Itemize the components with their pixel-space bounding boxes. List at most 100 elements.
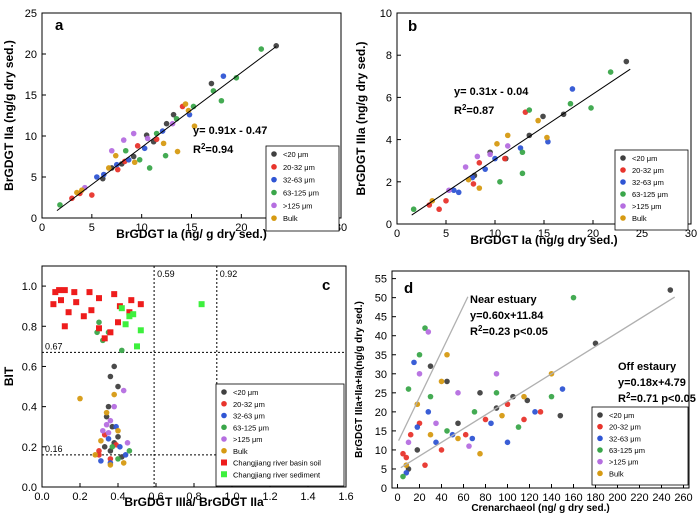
data-point-bulk bbox=[160, 140, 167, 147]
data-point-lt20 bbox=[477, 390, 483, 396]
x-tick-label: 200 bbox=[608, 492, 626, 504]
data-point-bulk bbox=[115, 427, 121, 434]
data-point-soil bbox=[126, 309, 133, 316]
data-point-bulk bbox=[92, 452, 98, 458]
regression-line bbox=[398, 296, 469, 441]
data-point-soil bbox=[80, 313, 87, 320]
data-point-s20_32 bbox=[462, 431, 469, 438]
data-point-s20_32 bbox=[502, 155, 508, 162]
data-point-soil bbox=[86, 289, 93, 296]
data-point-s20_32 bbox=[153, 136, 160, 143]
x-tick-label: 240 bbox=[652, 492, 670, 504]
data-point-soil bbox=[111, 291, 118, 298]
data-point-s63_125 bbox=[427, 393, 434, 400]
data-point-gt125 bbox=[493, 370, 500, 377]
legend-label-s32_63: 32-63 μm bbox=[283, 176, 315, 185]
data-point-lt20 bbox=[111, 363, 117, 370]
data-point-s32_63 bbox=[532, 409, 538, 415]
data-point-soil bbox=[128, 297, 135, 304]
data-point-s63_125 bbox=[210, 88, 217, 94]
legend-marker-lt20 bbox=[221, 389, 227, 395]
data-point-soil bbox=[115, 319, 121, 326]
data-point-sed bbox=[134, 343, 140, 350]
plot-frame bbox=[391, 270, 690, 489]
data-point-gt125 bbox=[124, 440, 131, 446]
data-point-s20_32 bbox=[96, 448, 102, 454]
data-point-s63_125 bbox=[515, 424, 522, 430]
legend-label-lt20: <20 μm bbox=[632, 154, 657, 163]
y-tick-label: 25 bbox=[375, 388, 387, 400]
data-point-s63_125 bbox=[233, 74, 240, 81]
y-tick-label: 0.0 bbox=[22, 482, 37, 494]
panel-letter: b bbox=[408, 18, 417, 35]
data-point-bulk bbox=[185, 107, 192, 114]
data-point-gt125 bbox=[504, 143, 511, 149]
data-point-s63_125 bbox=[258, 46, 265, 52]
legend-marker-gt125 bbox=[271, 202, 277, 209]
data-point-s63_125 bbox=[122, 147, 129, 154]
data-point-s63_125 bbox=[588, 105, 594, 111]
legend-marker-s63_125 bbox=[620, 191, 626, 197]
legend-label-gt125: >125 μm bbox=[283, 201, 313, 210]
data-point-bulk bbox=[544, 134, 550, 141]
fit-group-label: Off estaury bbox=[618, 361, 677, 373]
data-point-lt20 bbox=[540, 113, 546, 120]
legend-marker-gt125 bbox=[221, 436, 227, 442]
legend-label-lt20: <20 μm bbox=[283, 150, 308, 159]
data-point-s20_32 bbox=[69, 195, 75, 202]
data-point-s32_63 bbox=[559, 386, 566, 392]
legend-label-gt125: >125 μm bbox=[609, 458, 639, 467]
horizontal-threshold-label: 0.67 bbox=[45, 341, 63, 351]
data-point-gt125 bbox=[487, 151, 493, 158]
data-point-soil bbox=[88, 307, 95, 314]
data-point-s63_125 bbox=[126, 448, 133, 454]
legend-label-soil: Changjiang river basin soil bbox=[233, 459, 321, 468]
data-point-soil bbox=[61, 287, 68, 294]
x-axis-label: BrGDGT IIIa/ BrGDGT IIa bbox=[124, 495, 264, 509]
x-axis-label: BrGDGT Ia (ng/g dry sed.) bbox=[470, 233, 617, 247]
data-point-s20_32 bbox=[470, 181, 477, 187]
data-point-bulk bbox=[494, 141, 500, 147]
data-point-gt125 bbox=[130, 130, 137, 137]
data-point-s20_32 bbox=[107, 456, 114, 462]
data-point-soil bbox=[50, 301, 57, 308]
data-point-soil bbox=[101, 335, 108, 342]
x-tick-label: 1.2 bbox=[262, 491, 277, 503]
x-tick-label: 140 bbox=[542, 492, 560, 504]
data-point-sed bbox=[137, 327, 144, 334]
data-point-s20_32 bbox=[436, 206, 442, 213]
vertical-threshold-label: 0.59 bbox=[157, 269, 175, 279]
data-point-s63_125 bbox=[57, 202, 63, 208]
data-point-s63_125 bbox=[109, 444, 116, 450]
y-tick-label: 55 bbox=[375, 274, 387, 286]
data-point-bulk bbox=[504, 132, 511, 139]
data-point-lt20 bbox=[170, 111, 177, 118]
data-point-bulk bbox=[111, 391, 117, 398]
data-point-s63_125 bbox=[400, 473, 406, 480]
data-point-sed bbox=[126, 313, 133, 320]
data-point-soil bbox=[73, 299, 80, 306]
x-tick-label: 0.2 bbox=[72, 491, 87, 503]
data-point-bulk bbox=[465, 176, 472, 183]
data-point-soil bbox=[65, 309, 72, 316]
legend-marker-lt20 bbox=[271, 151, 277, 157]
y-tick-label: 10 bbox=[380, 8, 392, 20]
data-point-lt20 bbox=[455, 420, 461, 427]
y-tick-label: 50 bbox=[375, 293, 387, 305]
r-squared: R2=0.87 bbox=[454, 103, 494, 118]
y-tick-label: 20 bbox=[25, 49, 37, 61]
x-tick-label: 30 bbox=[685, 228, 697, 240]
legend-marker-s32_63 bbox=[597, 435, 603, 442]
legend-label-s32_63: 32-63 μm bbox=[632, 178, 664, 187]
data-point-s20_32 bbox=[89, 192, 95, 198]
legend: <20 μm 20-32 μm 32-63 μm 63-125 μm >125 μm Bu… bbox=[614, 149, 689, 231]
legend-label-gt125: >125 μm bbox=[233, 435, 263, 444]
data-point-s32_63 bbox=[433, 439, 439, 446]
x-tick-label: 0 bbox=[39, 222, 45, 234]
x-tick-label: 0.4 bbox=[110, 491, 125, 503]
data-point-s32_63 bbox=[403, 469, 410, 476]
data-point-s63_125 bbox=[493, 390, 500, 396]
data-point-s63_125 bbox=[422, 325, 428, 331]
x-tick-label: 260 bbox=[674, 492, 692, 504]
data-point-gt125 bbox=[462, 164, 469, 170]
